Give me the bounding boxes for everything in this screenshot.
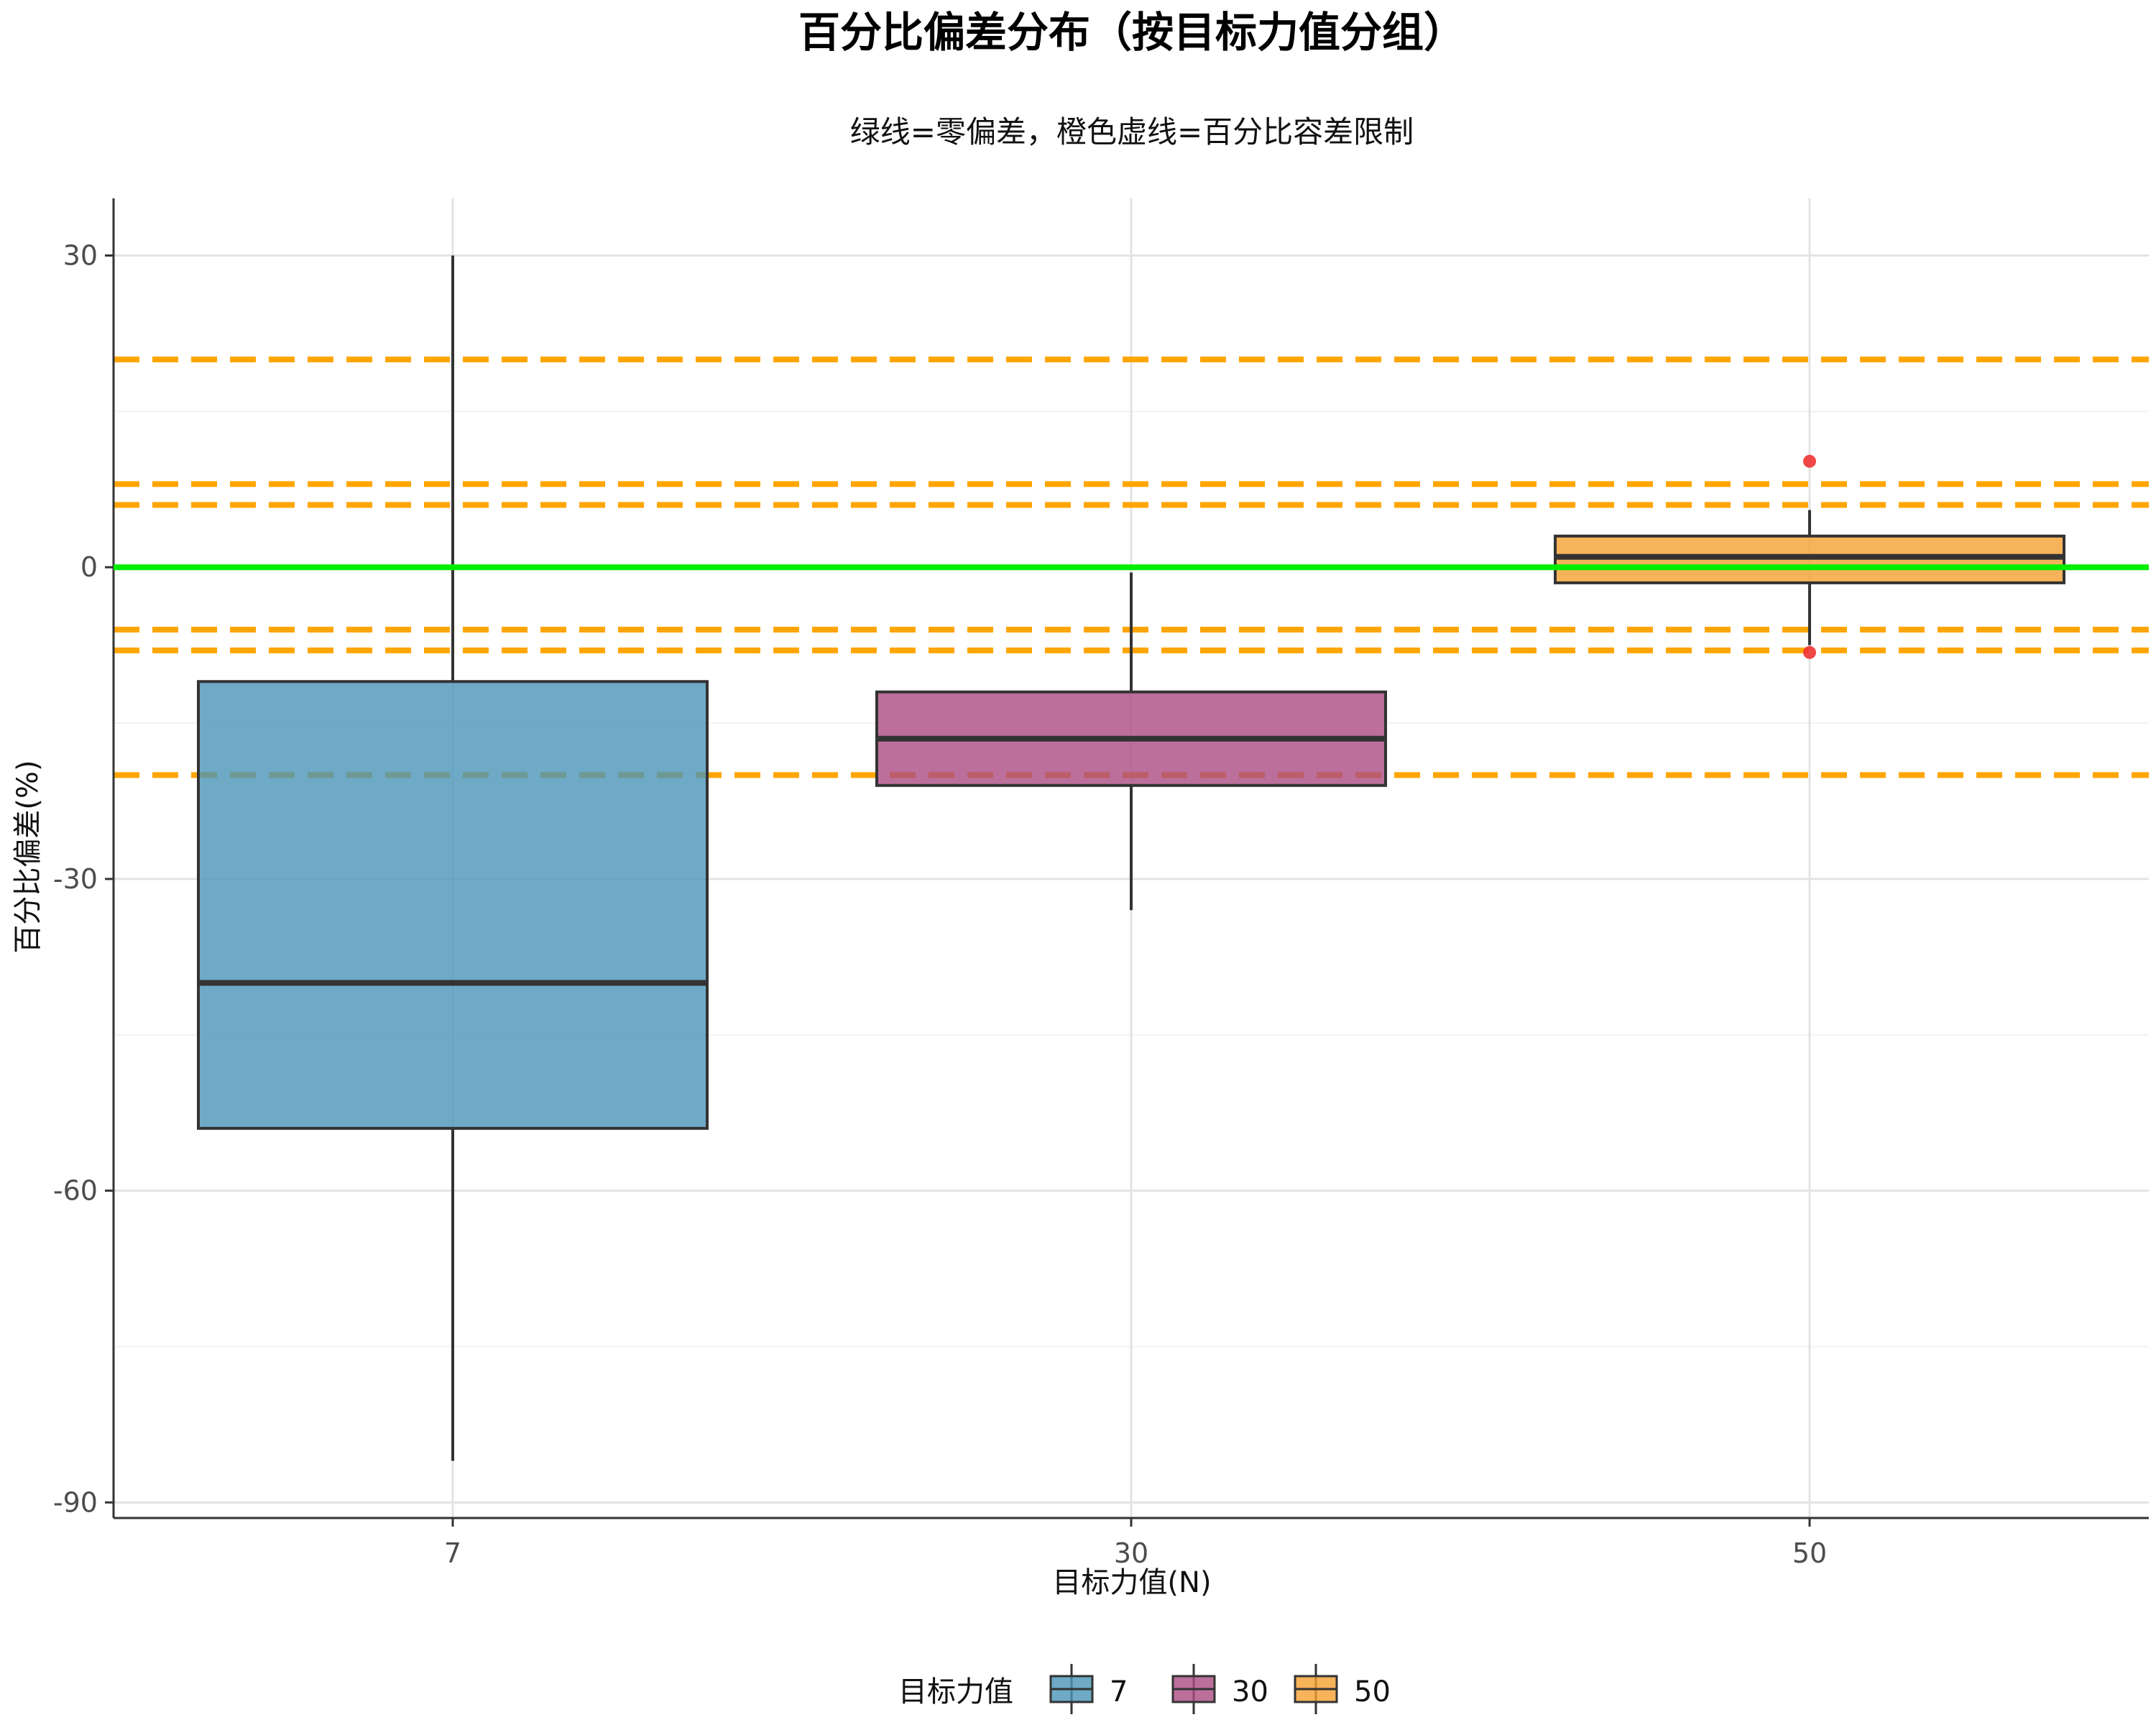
box-iqr	[197, 680, 709, 1130]
y-tick-label: -30	[53, 863, 98, 895]
legend: 目标力值 7 30 50	[898, 1664, 1391, 1714]
chart-title: 百分比偏差分布（按目标力值分组）	[798, 8, 1465, 57]
y-tick-label: 30	[63, 240, 98, 272]
legend-item-30: 30	[1171, 1664, 1268, 1714]
legend-label: 50	[1354, 1675, 1391, 1708]
legend-item-7: 7	[1049, 1664, 1128, 1714]
legend-label: 7	[1110, 1675, 1128, 1708]
chart-subtitle: 绿线=零偏差，橙色虚线=百分比容差限制	[850, 114, 1414, 150]
y-tick-label: -90	[53, 1486, 98, 1518]
legend-item-50: 50	[1294, 1664, 1391, 1714]
y-tick-label: -60	[53, 1175, 98, 1207]
x-tick-label: 50	[1792, 1537, 1827, 1569]
boxplot-30	[875, 572, 1387, 911]
outlier-point	[1803, 645, 1816, 659]
x-tick-label: 7	[444, 1537, 461, 1569]
x-ticks: 7 30 50	[444, 1518, 1827, 1569]
outlier-point	[1803, 454, 1816, 468]
x-tick-label: 30	[1114, 1537, 1148, 1569]
boxplot-7	[197, 255, 709, 1461]
y-ticks: 30 0 -30 -60 -90	[53, 240, 114, 1518]
boxplot-50	[1554, 454, 2065, 659]
x-axis-title: 目标力值(N)	[1052, 1566, 1211, 1599]
y-tick-label: 0	[80, 551, 98, 583]
legend-label: 30	[1232, 1675, 1268, 1708]
boxes	[197, 255, 2065, 1461]
y-axis-title: 百分比偏差(%)	[11, 760, 45, 953]
legend-title: 目标力值	[898, 1675, 1013, 1708]
